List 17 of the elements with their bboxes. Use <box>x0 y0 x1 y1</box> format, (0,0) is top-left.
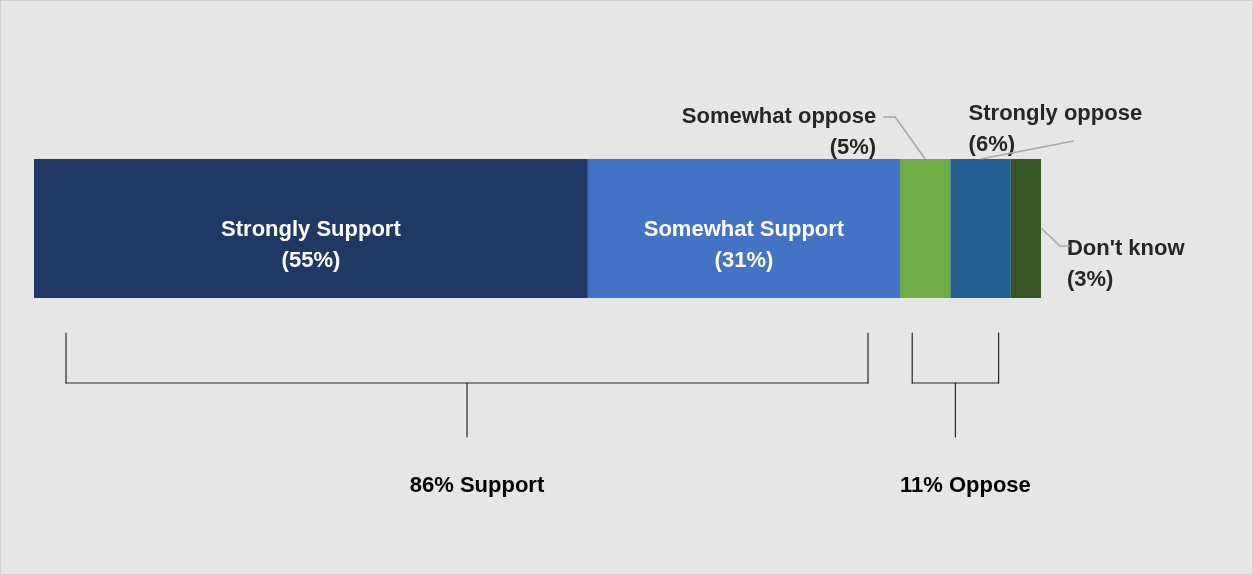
series-label: Don't know <box>1066 235 1186 260</box>
bar <box>950 159 1011 298</box>
text: 86% Support <box>409 472 545 497</box>
bar <box>34 159 588 298</box>
series-label: Somewhat oppose <box>681 103 877 128</box>
series-label: Strongly Support <box>221 215 402 241</box>
series-label: Strongly oppose <box>968 100 1143 125</box>
bar <box>900 159 951 298</box>
text: 11% Oppose <box>899 472 1031 497</box>
series-label: Somewhat Support <box>643 215 845 241</box>
data-label: (3%) <box>1066 266 1114 291</box>
data-label: (5%) <box>829 134 877 159</box>
data-label: (6%) <box>968 131 1016 156</box>
bar <box>587 159 901 298</box>
data-label: (55%) <box>281 246 341 272</box>
data-label: (31%) <box>714 246 774 272</box>
bar <box>1010 159 1041 298</box>
